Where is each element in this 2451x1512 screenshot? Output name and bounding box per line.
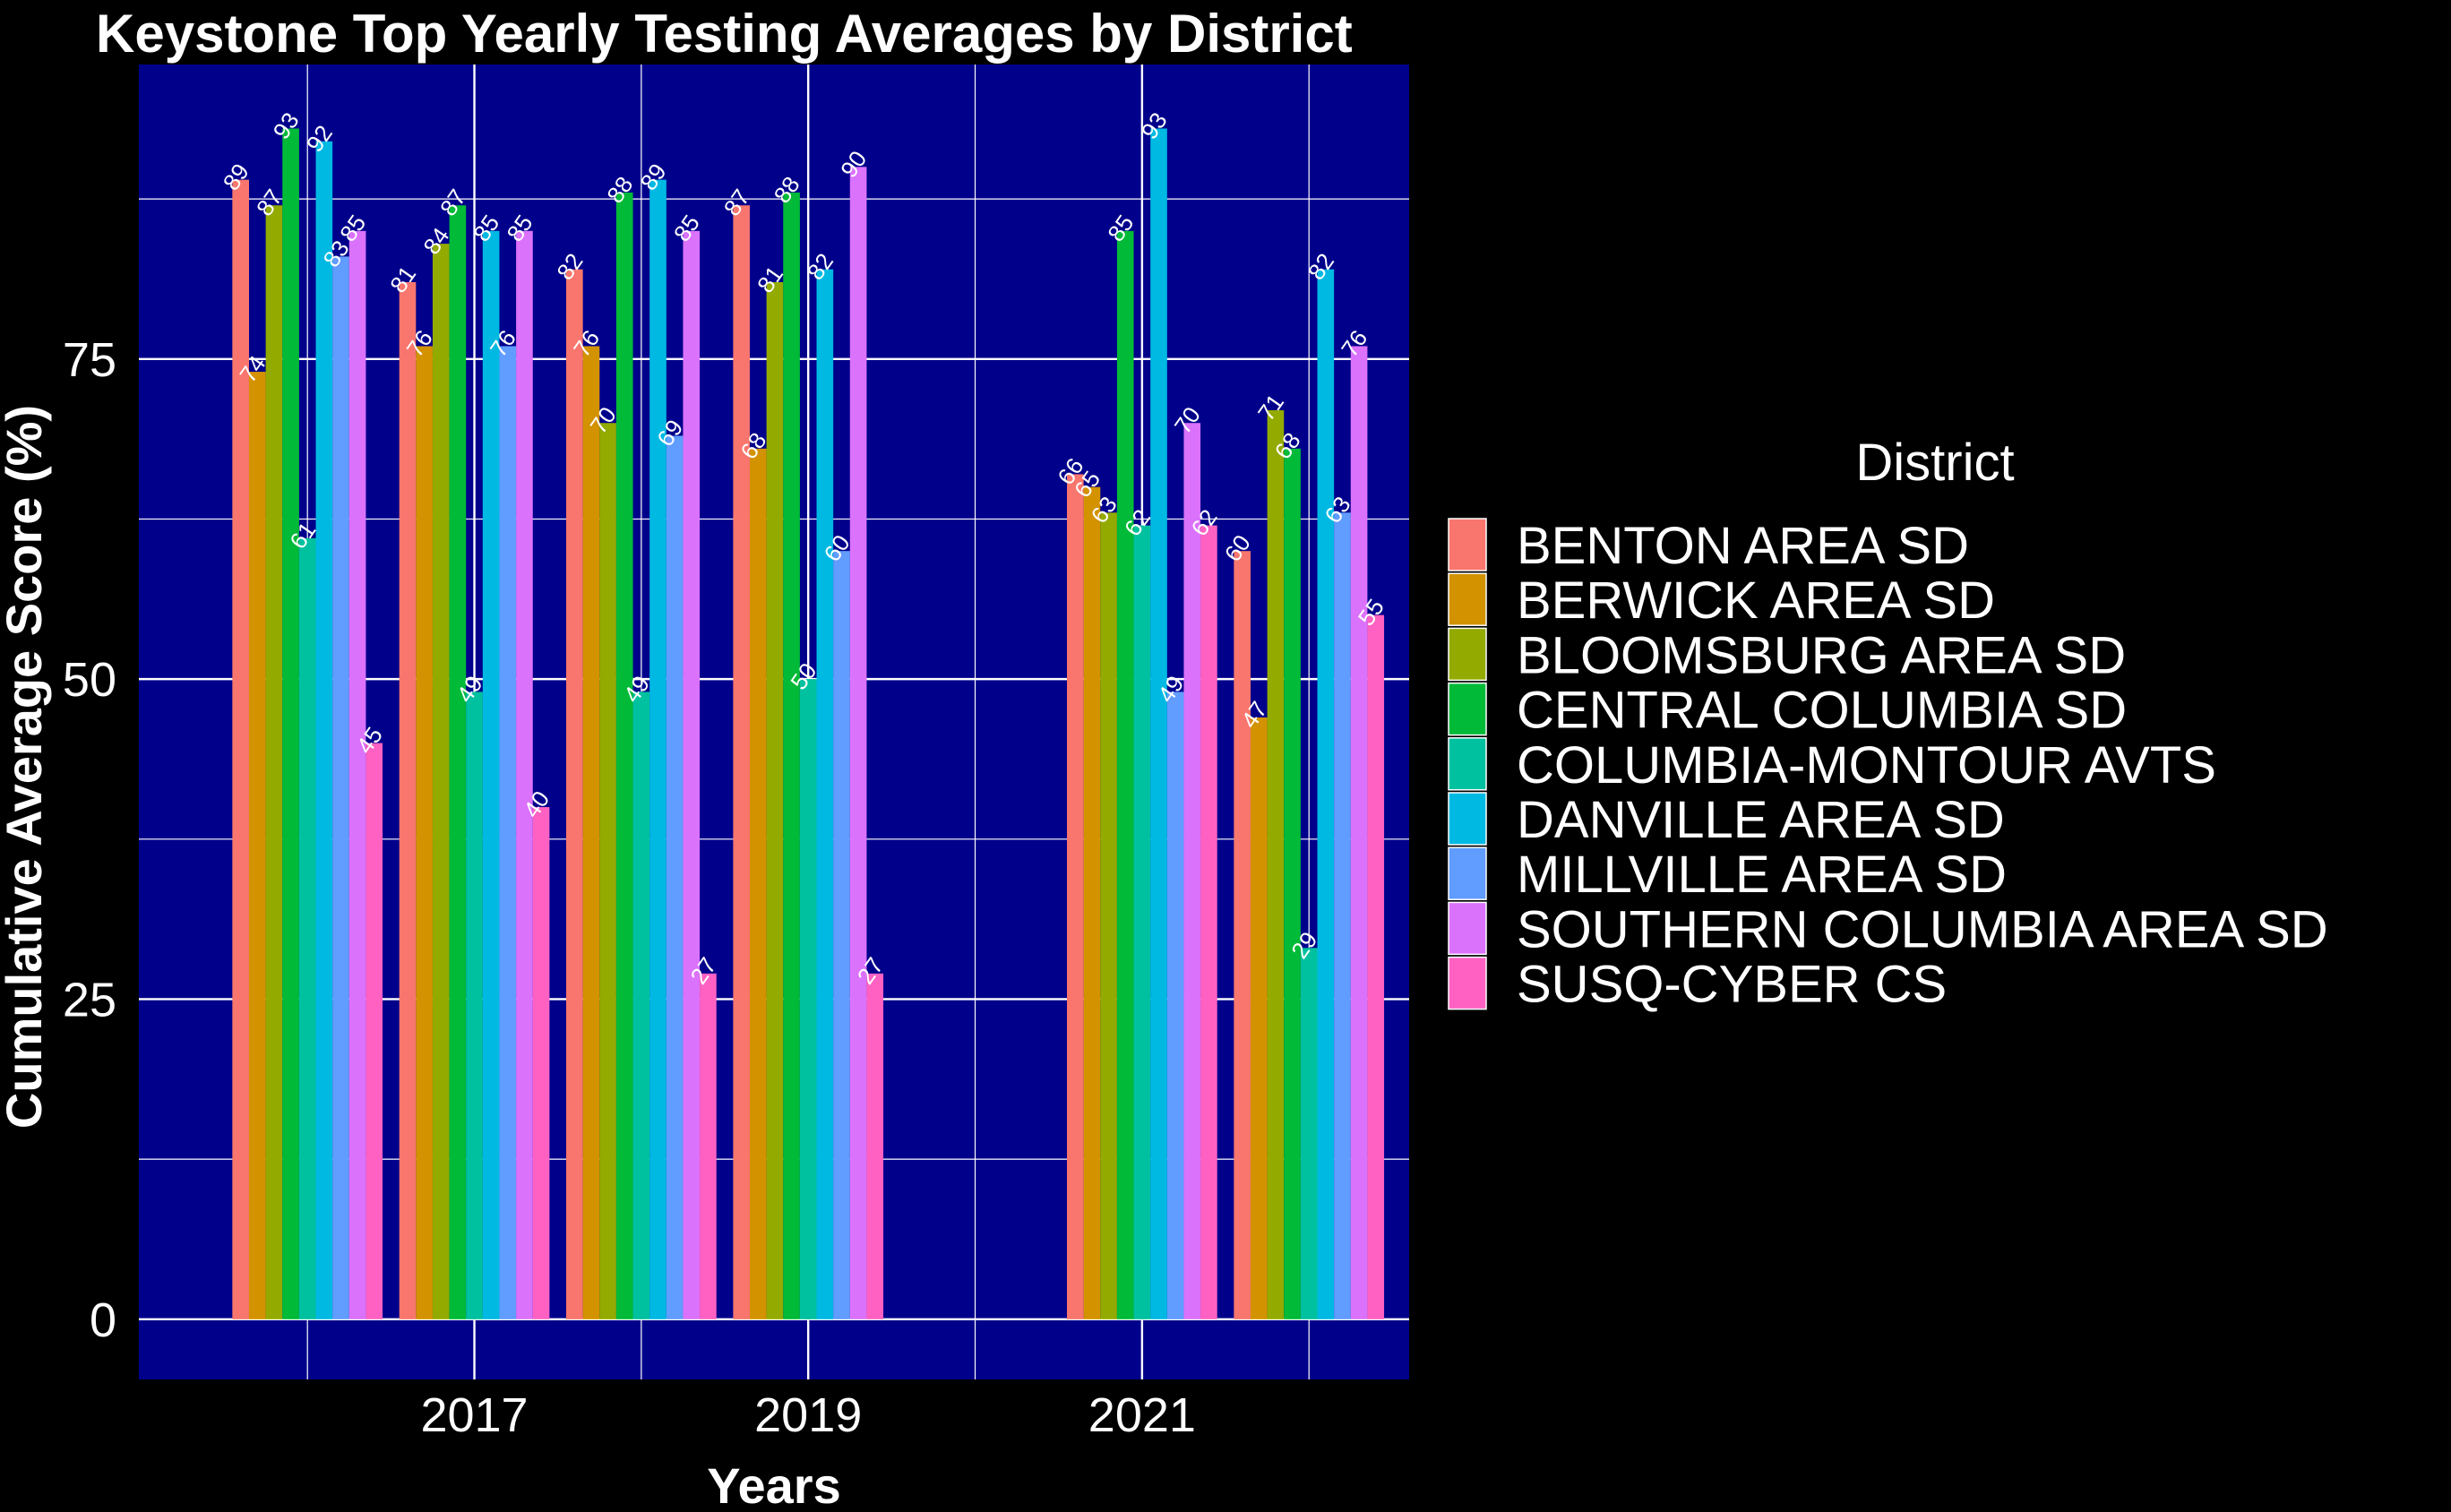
- bar: [1350, 346, 1368, 1319]
- legend-key: [1448, 737, 1487, 791]
- bar: [332, 256, 349, 1319]
- bar: [1133, 525, 1151, 1319]
- bar: [248, 372, 266, 1319]
- bar: [1300, 948, 1318, 1319]
- bar: [1367, 614, 1385, 1319]
- bar: [232, 179, 249, 1319]
- legend-label: BLOOMSBURG AREA SD: [1517, 626, 2126, 684]
- legend-label: DANVILLE AREA SD: [1517, 791, 2005, 849]
- x-tick-label: 2021: [1088, 1388, 1196, 1442]
- bars: [232, 128, 1385, 1319]
- bar: [1100, 512, 1117, 1319]
- bar: [1150, 128, 1167, 1319]
- bar: [766, 281, 784, 1319]
- bar: [1284, 448, 1301, 1319]
- legend-key: [1448, 846, 1487, 900]
- legend-key: [1448, 682, 1487, 736]
- y-tick-label: 50: [63, 653, 116, 707]
- legend-label: BERWICK AREA SD: [1517, 571, 1995, 630]
- bar: [1250, 717, 1268, 1319]
- y-axis-title: Cumulative Average Score (%): [0, 405, 52, 1129]
- bar: [833, 551, 850, 1319]
- legend-label: COLUMBIA-MONTOUR AVTS: [1517, 736, 2216, 795]
- bar: [399, 281, 417, 1319]
- bar: [265, 205, 283, 1319]
- x-tick-labels: 2017 2019 2021: [420, 1388, 1195, 1442]
- bar: [1334, 512, 1351, 1319]
- bar: [683, 230, 701, 1319]
- bar: [466, 692, 483, 1319]
- legend-key: [1448, 572, 1487, 626]
- bar: [532, 807, 550, 1319]
- bar: [449, 205, 467, 1319]
- legend-label: SUSQ-CYBER CS: [1517, 956, 1947, 1014]
- x-axis-title: Years: [707, 1457, 841, 1512]
- legend-label: CENTRAL COLUMBIA SD: [1517, 682, 2127, 740]
- bar: [866, 973, 884, 1319]
- bar: [348, 230, 366, 1319]
- bar: [582, 346, 600, 1319]
- legend-label: BENTON AREA SD: [1517, 517, 1969, 575]
- bar: [298, 537, 316, 1319]
- chart-title: Keystone Top Yearly Testing Averages by …: [96, 4, 1353, 64]
- bar: [1183, 423, 1201, 1319]
- bar: [482, 230, 500, 1319]
- bar: [1166, 692, 1184, 1319]
- legend-label: SOUTHERN COLUMBIA AREA SD: [1517, 900, 2328, 958]
- bar: [566, 269, 583, 1319]
- y-tick-labels: 0 25 50 75: [63, 333, 116, 1347]
- bar: [749, 448, 767, 1319]
- bar: [416, 346, 433, 1319]
- bar: [666, 435, 684, 1319]
- bar: [649, 179, 666, 1319]
- bar: [499, 346, 517, 1319]
- bar: [816, 269, 834, 1319]
- bar: [1067, 474, 1084, 1319]
- legend-key: [1448, 956, 1487, 1010]
- bar: [1317, 269, 1335, 1319]
- bar: [315, 141, 333, 1319]
- x-tick-label: 2017: [420, 1388, 528, 1442]
- bar: [783, 192, 800, 1319]
- x-tick-label: 2019: [754, 1388, 862, 1442]
- legend-key: [1448, 901, 1487, 956]
- bar: [632, 692, 650, 1319]
- y-tick-label: 0: [90, 1293, 116, 1347]
- y-tick-label: 75: [63, 333, 116, 387]
- bar: [1234, 551, 1251, 1319]
- legend-key: [1448, 518, 1487, 571]
- bar: [432, 244, 450, 1319]
- bar: [799, 679, 817, 1319]
- bar: [1200, 525, 1217, 1319]
- bar: [1083, 486, 1101, 1319]
- bar: [366, 743, 383, 1319]
- bar: [599, 423, 616, 1319]
- y-tick-label: 25: [63, 973, 116, 1027]
- bar: [849, 167, 867, 1319]
- bar: [282, 128, 299, 1319]
- legend-key: [1448, 792, 1487, 846]
- bar: [615, 192, 633, 1319]
- legend-key: [1448, 627, 1487, 682]
- bar: [733, 205, 750, 1319]
- bar: [1116, 230, 1134, 1319]
- bar: [1267, 409, 1285, 1319]
- bar: [516, 230, 533, 1319]
- legend-title: District: [1855, 434, 2014, 492]
- legend-label: MILLVILLE AREA SD: [1517, 846, 2007, 904]
- bar: [700, 973, 717, 1319]
